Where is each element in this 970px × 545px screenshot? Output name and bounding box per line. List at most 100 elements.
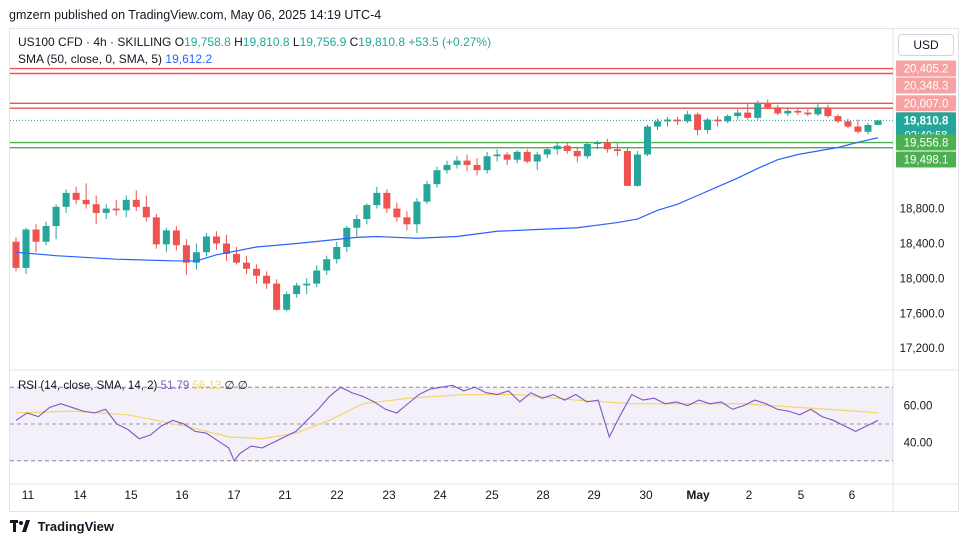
tradingview-footer: TradingView: [10, 519, 114, 535]
rsi-value: 51.79: [160, 380, 190, 392]
candle-body-81: [824, 107, 832, 117]
candle-body-39: [403, 217, 411, 225]
candle-body-29: [303, 283, 311, 286]
candle-body-11: [122, 199, 130, 211]
rsi-tick-label-1: 40.00: [904, 437, 933, 449]
symbol-legend: US100 CFD · 4h · SKILLING O19,758.8 H19,…: [18, 35, 491, 49]
candle-body-12: [132, 199, 140, 207]
candle-body-24: [253, 268, 261, 276]
candle-body-83: [844, 121, 852, 127]
rsi-line: [15, 384, 879, 462]
candle-body-10: [112, 208, 120, 211]
candle-body-15: [162, 230, 170, 245]
candle-body-80: [814, 107, 822, 115]
candle-body-0: [12, 241, 20, 268]
price-tick-label-4: 17,200.0: [900, 343, 945, 355]
candle-body-84: [854, 126, 862, 132]
publish-info: gmzern published on TradingView.com, May…: [9, 8, 382, 22]
candle-body-17: [182, 245, 190, 263]
price-tick-label-3: 17,600.0: [900, 308, 945, 320]
rsi-sma-line: [15, 393, 879, 440]
candle-body-35: [363, 205, 371, 220]
candle-body-76: [774, 107, 782, 114]
candle-body-56: [573, 150, 581, 157]
low-value: 19,756.9: [299, 35, 347, 49]
time-tick-label-8: 24: [433, 488, 447, 502]
candle-body-3: [42, 226, 50, 242]
tradingview-logo-icon: [10, 520, 30, 535]
candle-body-73: [744, 112, 752, 118]
candle-body-49: [503, 154, 511, 160]
candle-body-46: [473, 164, 481, 171]
candle-body-13: [142, 206, 150, 218]
candle-body-65: [664, 119, 672, 122]
price-tag-label-2: 20,007.0: [904, 98, 949, 110]
candle-body-86: [874, 120, 882, 125]
price-tag-label-1: 20,348.3: [904, 81, 949, 93]
price-tag-bg-2: [896, 95, 956, 112]
candle-body-38: [393, 208, 401, 218]
candle-body-74: [754, 103, 762, 118]
rsi-sma-value: 56.13: [192, 380, 222, 392]
time-tick-label-2: 15: [124, 488, 138, 502]
candle-body-20: [212, 236, 220, 244]
sma-label[interactable]: SMA (50, close, 0, SMA, 5): [18, 52, 163, 66]
time-tick-label-6: 22: [330, 488, 344, 502]
candle-body-58: [593, 142, 601, 145]
candle-body-1: [22, 229, 30, 268]
candle-body-16: [172, 230, 180, 246]
candle-body-41: [423, 184, 431, 202]
price-tag-bg-0: [896, 60, 956, 77]
price-tick-label-2: 18,000.0: [900, 273, 945, 285]
candle-body-57: [583, 144, 591, 157]
candle-body-6: [72, 192, 80, 200]
candle-body-43: [443, 164, 451, 171]
candle-body-23: [243, 262, 251, 269]
time-tick-label-7: 23: [382, 488, 396, 502]
candle-body-37: [383, 192, 391, 209]
candle-body-48: [493, 154, 501, 157]
candle-body-51: [523, 151, 531, 162]
candle-body-25: [263, 275, 271, 284]
time-tick-label-9: 25: [485, 488, 499, 502]
candle-body-32: [333, 246, 341, 260]
candle-body-45: [463, 160, 471, 165]
candle-body-22: [233, 253, 241, 263]
price-tag-label-5: 19,556.8: [904, 138, 949, 150]
candle-body-26: [273, 283, 281, 310]
symbol-label[interactable]: US100 CFD · 4h · SKILLING: [18, 35, 172, 49]
candle-body-69: [704, 119, 712, 131]
rsi-label[interactable]: RSI (14, close, SMA, 14, 2): [18, 380, 158, 392]
candle-body-68: [694, 114, 702, 131]
candle-body-70: [714, 119, 722, 122]
time-tick-label-13: May: [686, 488, 710, 502]
candle-body-75: [764, 103, 772, 108]
candle-body-14: [152, 217, 160, 245]
candle-body-2: [32, 229, 40, 242]
close-value: 19,810.8: [358, 35, 406, 49]
candle-body-54: [553, 145, 561, 150]
price-tag-bg-5: [896, 134, 956, 151]
candle-body-5: [62, 192, 70, 207]
candle-body-64: [653, 121, 661, 127]
currency-button[interactable]: USD: [898, 34, 954, 56]
candle-body-4: [52, 206, 60, 227]
open-value: 19,758.8: [184, 35, 231, 49]
rsi-legend: RSI (14, close, SMA, 14, 2) 51.79 56.13 …: [18, 378, 248, 392]
price-tag-label-0: 20,405.2: [904, 64, 949, 76]
time-tick-label-3: 16: [175, 488, 189, 502]
chart-frame: [9, 28, 959, 512]
candle-body-42: [433, 170, 441, 185]
candle-body-59: [603, 142, 611, 150]
candle-body-7: [82, 199, 90, 205]
price-tag-label-6: 19,498.1: [904, 155, 949, 167]
open-label: O: [174, 35, 185, 49]
rsi-empty-2: ∅: [237, 380, 248, 392]
time-tick-label-15: 5: [798, 488, 805, 502]
candle-body-78: [794, 110, 802, 113]
candle-body-21: [222, 243, 230, 254]
candle-body-28: [293, 285, 301, 295]
time-tick-label-12: 30: [639, 488, 653, 502]
time-tick-label-10: 28: [536, 488, 550, 502]
